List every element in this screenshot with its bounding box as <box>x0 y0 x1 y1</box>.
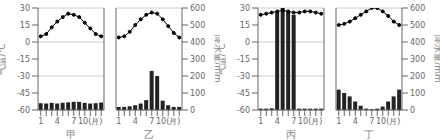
svg-text:1: 1 <box>258 117 263 126</box>
svg-text:7: 7 <box>369 117 374 126</box>
svg-text:-30: -30 <box>237 72 250 81</box>
svg-text:1: 1 <box>116 117 121 126</box>
svg-text:甲: 甲 <box>66 129 76 140</box>
svg-text:10(月): 10(月) <box>298 117 322 126</box>
svg-text:乙: 乙 <box>144 129 154 140</box>
svg-text:丙: 丙 <box>286 129 296 140</box>
svg-text:4: 4 <box>353 117 358 126</box>
svg-text:-45: -45 <box>237 89 250 98</box>
svg-text:30: 30 <box>240 4 250 13</box>
svg-text:300: 300 <box>190 55 205 64</box>
svg-text:10(月): 10(月) <box>376 117 400 126</box>
svg-text:-45: -45 <box>17 89 30 98</box>
svg-text:-15: -15 <box>17 55 30 64</box>
svg-text:7: 7 <box>149 117 154 126</box>
svg-text:600: 600 <box>410 4 425 13</box>
svg-text:200: 200 <box>190 72 205 81</box>
svg-text:10(月): 10(月) <box>156 117 180 126</box>
svg-text:200: 200 <box>410 72 425 81</box>
svg-text:500: 500 <box>410 21 425 30</box>
svg-text:4: 4 <box>275 117 280 126</box>
svg-text:降水量/mm: 降水量/mm <box>213 35 220 83</box>
svg-text:0: 0 <box>25 38 30 47</box>
svg-text:-15: -15 <box>237 55 250 64</box>
svg-text:1: 1 <box>336 117 341 126</box>
svg-text:100: 100 <box>190 89 205 98</box>
svg-text:10(月): 10(月) <box>78 117 102 126</box>
svg-text:15: 15 <box>20 21 30 30</box>
svg-text:15: 15 <box>240 21 250 30</box>
svg-text:气温/℃: 气温/℃ <box>220 43 227 74</box>
svg-text:-60: -60 <box>237 106 250 115</box>
svg-text:4: 4 <box>133 117 138 126</box>
svg-text:400: 400 <box>190 38 205 47</box>
svg-text:7: 7 <box>291 117 296 126</box>
svg-text:500: 500 <box>190 21 205 30</box>
svg-text:丁: 丁 <box>364 129 374 140</box>
svg-text:30: 30 <box>20 4 30 13</box>
svg-text:400: 400 <box>410 38 425 47</box>
svg-text:0: 0 <box>245 38 250 47</box>
svg-text:100: 100 <box>410 89 425 98</box>
svg-text:-60: -60 <box>17 106 30 115</box>
svg-text:1: 1 <box>38 117 43 126</box>
svg-text:600: 600 <box>190 4 205 13</box>
svg-text:4: 4 <box>55 117 60 126</box>
svg-text:-30: -30 <box>17 72 30 81</box>
svg-text:0: 0 <box>410 106 415 115</box>
svg-text:300: 300 <box>410 55 425 64</box>
svg-text:7: 7 <box>71 117 76 126</box>
svg-text:0: 0 <box>190 106 195 115</box>
